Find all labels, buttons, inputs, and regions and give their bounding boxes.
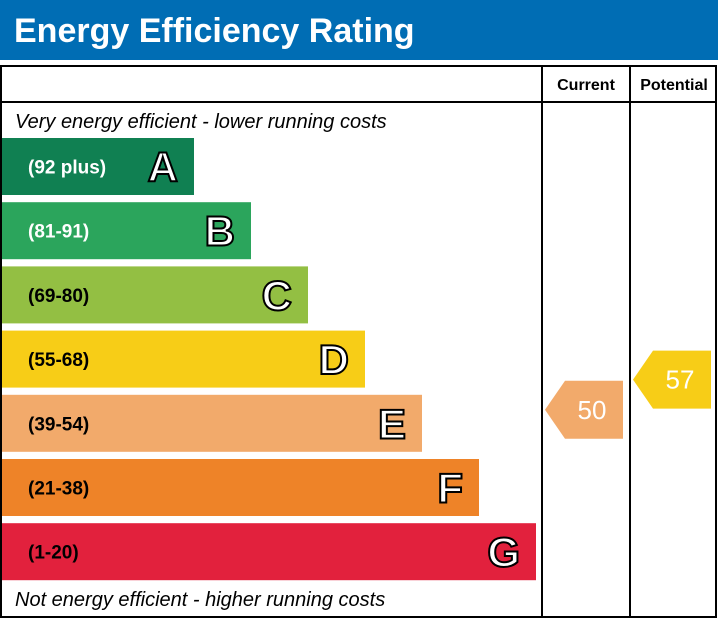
band-letter-A: A	[148, 144, 178, 191]
band-letter-G: G	[487, 529, 520, 576]
band-bar-E	[2, 394, 422, 452]
band-letter-D: D	[319, 336, 349, 383]
current-rating-arrow	[545, 380, 623, 439]
title-bar	[0, 0, 718, 60]
band-range-C: (69-80)	[28, 286, 89, 307]
chart-frame	[0, 65, 717, 618]
band-range-E: (39-54)	[28, 414, 89, 435]
band-letter-F: F	[437, 465, 463, 512]
band-letter-B: B	[205, 208, 235, 255]
current-rating-value: 50	[578, 395, 607, 425]
band-letter-C: C	[262, 272, 292, 319]
band-range-B: (81-91)	[28, 222, 89, 243]
potential-rating-value: 57	[666, 365, 695, 395]
band-bar-B	[2, 202, 251, 260]
band-range-F: (21-38)	[28, 479, 89, 500]
band-range-A: (92 plus)	[28, 158, 106, 179]
band-bar-C	[2, 266, 308, 324]
bottom-note: Not energy efficient - higher running co…	[15, 589, 385, 611]
band-bar-A	[2, 138, 194, 195]
band-range-D: (55-68)	[28, 350, 89, 371]
band-letter-E: E	[378, 400, 406, 447]
band-bar-D	[2, 330, 365, 388]
chart-title: Energy Efficiency Rating	[14, 12, 415, 50]
top-note: Very energy efficient - lower running co…	[15, 111, 387, 133]
column-header-potential: Potential	[640, 77, 708, 94]
column-header-current: Current	[557, 77, 615, 94]
band-range-G: (1-20)	[28, 543, 79, 564]
potential-rating-arrow	[633, 350, 711, 409]
band-bar-G	[2, 523, 536, 581]
band-bar-F	[2, 459, 479, 516]
